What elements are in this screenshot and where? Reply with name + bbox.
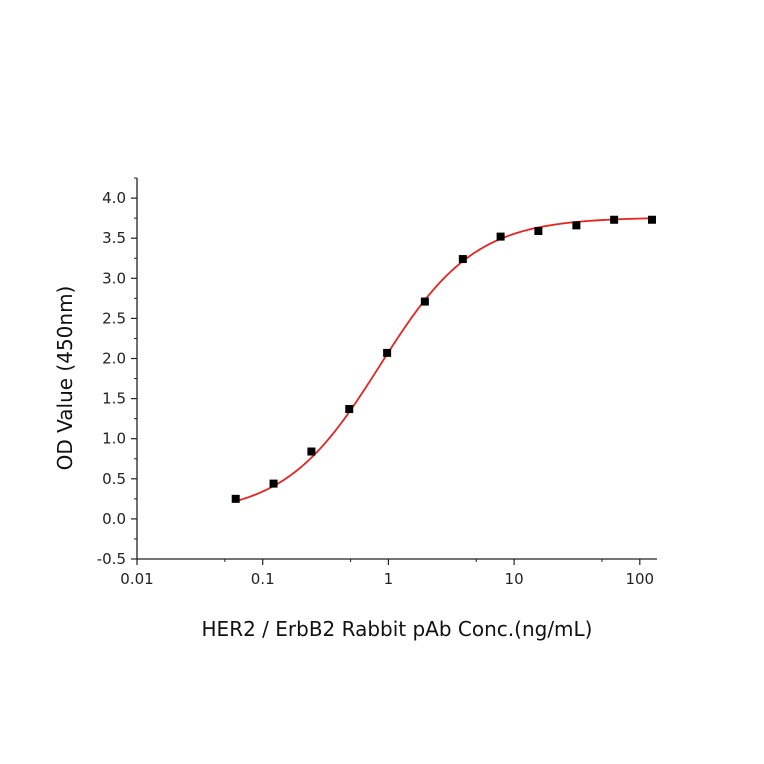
y-tick-label: 4.0 [102, 189, 126, 207]
data-point-marker [307, 447, 316, 456]
y-tick-label: 3.5 [102, 229, 126, 247]
x-tick-label: 0.01 [120, 570, 153, 588]
data-point-marker [496, 232, 505, 241]
data-point-marker [383, 348, 392, 357]
x-tick-label: 10 [505, 570, 524, 588]
x-tick-label: 0.1 [251, 570, 275, 588]
y-axis-title: OD Value (450nm) [53, 286, 77, 471]
y-tick-label: 1.5 [102, 390, 126, 408]
y-tick-label: -0.5 [97, 550, 126, 568]
y-tick-label: 3.0 [102, 269, 126, 287]
y-tick-label: 0.5 [102, 470, 126, 488]
y-tick-label: 2.0 [102, 350, 126, 368]
axes: -0.5 0.0 0.5 1.0 1.5 2.0 2.5 3.0 3.5 4.0 0.01 0.1 1 1… [97, 177, 657, 588]
data-point-marker [647, 215, 656, 224]
x-axis-title: HER2 / ErbB2 Rabbit pAb Conc.(ng/mL) [202, 617, 593, 641]
y-tick-label: 1.0 [102, 430, 126, 448]
data-points [231, 215, 656, 503]
data-point-marker [610, 215, 619, 224]
y-tick-label: 0.0 [102, 510, 126, 528]
data-point-marker [269, 479, 278, 488]
data-point-marker [458, 255, 467, 264]
data-point-marker [534, 226, 543, 235]
x-tick-label: 100 [625, 570, 654, 588]
y-tick-label: 2.5 [102, 309, 126, 327]
data-point-marker [420, 297, 429, 306]
fit-curve [235, 217, 652, 503]
x-tick-label: 1 [384, 570, 394, 588]
data-point-marker [231, 494, 240, 503]
data-point-marker [345, 405, 354, 414]
data-point-marker [572, 221, 581, 230]
